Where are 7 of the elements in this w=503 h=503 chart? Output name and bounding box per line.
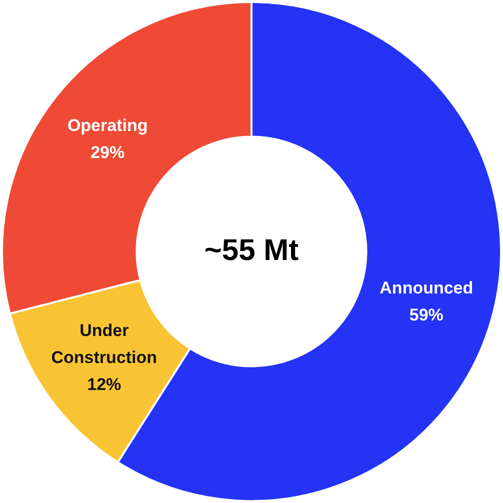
data-label: 12% bbox=[87, 375, 122, 394]
slice-label: Announced bbox=[380, 278, 474, 298]
data-label: 59% bbox=[409, 306, 444, 324]
text: ~55 Mt bbox=[204, 234, 299, 267]
slice-label: Operating bbox=[67, 116, 148, 136]
slice-label: Under Construction bbox=[51, 321, 158, 368]
data-label: 29% bbox=[90, 143, 125, 162]
